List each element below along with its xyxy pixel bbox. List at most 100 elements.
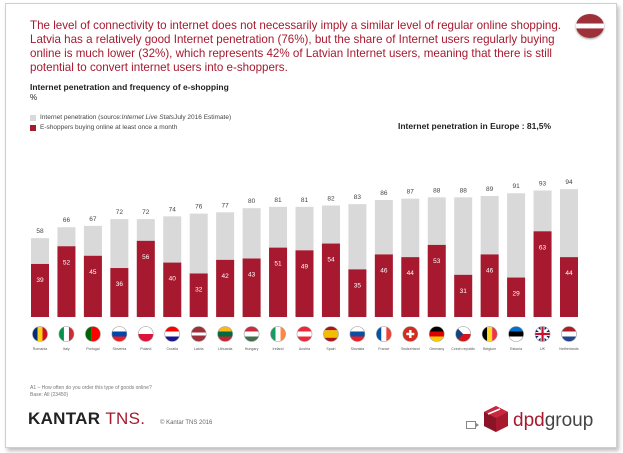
label-penetration: 91 — [512, 183, 520, 190]
legend-swatch-penetration — [30, 114, 36, 121]
category-label: Slovakia — [351, 347, 365, 351]
label-eshoppers: 56 — [142, 254, 150, 261]
label-eshoppers: 40 — [169, 276, 177, 283]
country-flag-icon — [217, 326, 233, 342]
country-flag-icon — [32, 326, 48, 342]
bar-eshoppers — [401, 257, 420, 317]
country-flag-icon — [111, 326, 128, 342]
label-penetration: 72 — [142, 209, 150, 216]
logo-kantar-text: KANTAR — [28, 409, 101, 428]
category-label: Netherlands — [559, 347, 579, 351]
category-label: Czech republic — [451, 347, 475, 351]
legend-label-penetration-prefix: Internet penetration (source: — [40, 114, 122, 121]
category-label: UK — [540, 347, 546, 351]
label-penetration: 66 — [63, 217, 71, 224]
country-flag-icon — [402, 326, 419, 342]
presentation-icon — [466, 421, 480, 433]
category-label: Lithuania — [218, 347, 233, 351]
bar-eshoppers — [83, 255, 102, 317]
dpd-group-logo: dpdgroup — [513, 410, 593, 432]
label-eshoppers: 44 — [407, 270, 415, 277]
bar-eshoppers — [269, 247, 288, 317]
label-penetration: 81 — [301, 197, 309, 204]
bar-eshoppers — [57, 246, 76, 317]
label-eshoppers: 31 — [460, 288, 468, 295]
country-flag-icon — [455, 326, 472, 342]
country-flag-icon — [508, 326, 524, 342]
label-penetration: 94 — [565, 179, 573, 186]
label-eshoppers: 51 — [274, 261, 282, 268]
label-eshoppers: 63 — [539, 244, 547, 251]
category-label: Italy — [63, 347, 70, 351]
label-eshoppers: 36 — [116, 281, 124, 288]
country-flag-icon — [270, 326, 286, 342]
category-label: Poland — [140, 347, 151, 351]
bar-eshoppers — [189, 273, 208, 317]
bar-eshoppers — [110, 268, 129, 317]
country-flag-icon — [190, 326, 207, 342]
category-label: Ireland — [273, 347, 284, 351]
label-eshoppers: 29 — [512, 291, 520, 298]
label-eshoppers: 39 — [36, 277, 44, 284]
country-flag-icon — [561, 326, 577, 342]
label-penetration: 88 — [460, 187, 468, 194]
country-flag-icon — [58, 326, 75, 342]
label-penetration: 74 — [169, 206, 177, 213]
bar-eshoppers — [31, 263, 49, 317]
label-eshoppers: 54 — [327, 257, 335, 264]
label-penetration: 58 — [36, 228, 44, 235]
category-label: Hungary — [245, 347, 259, 351]
category-label: Latvia — [194, 347, 204, 351]
kantar-tns-logo: KANTAR TNS. — [28, 409, 145, 429]
logo-tns-mark: . — [140, 409, 146, 428]
label-eshoppers: 43 — [248, 272, 256, 279]
label-penetration: 81 — [274, 197, 282, 204]
logo-tns-text: TNS — [105, 409, 141, 428]
label-eshoppers: 44 — [565, 270, 573, 277]
label-penetration: 83 — [354, 194, 362, 201]
label-penetration: 76 — [195, 204, 203, 211]
bar-eshoppers — [374, 254, 393, 317]
country-flag-icon — [376, 326, 392, 342]
country-flag-icon — [428, 326, 445, 342]
label-eshoppers: 45 — [89, 269, 97, 276]
footnote-base: Base: All (23450) — [30, 392, 69, 398]
category-label: France — [378, 347, 389, 351]
category-label: Portugal — [86, 347, 100, 351]
europe-penetration-note: Internet penetration in Europe : 81,5% — [398, 121, 552, 131]
label-penetration: 93 — [539, 181, 547, 188]
bar-eshoppers — [507, 277, 526, 317]
legend-label-penetration-source: Internet Live Stats — [121, 114, 175, 121]
label-penetration: 80 — [248, 198, 256, 205]
bar-eshoppers — [321, 243, 340, 317]
category-label: Romania — [33, 347, 47, 351]
label-penetration: 86 — [380, 190, 388, 197]
label-eshoppers: 53 — [433, 258, 441, 265]
bar-eshoppers — [560, 257, 578, 317]
bar-eshoppers — [136, 240, 155, 317]
label-eshoppers: 46 — [486, 267, 494, 274]
label-eshoppers: 46 — [380, 267, 388, 274]
bar-eshoppers — [348, 269, 367, 317]
label-eshoppers: 42 — [222, 273, 230, 280]
label-penetration: 77 — [222, 202, 230, 209]
logo-group-text: group — [544, 410, 594, 431]
category-label: Austria — [299, 347, 310, 351]
bar-eshoppers — [454, 274, 473, 317]
country-flag-icon — [349, 326, 366, 342]
label-penetration: 89 — [486, 186, 494, 193]
label-penetration: 72 — [116, 209, 124, 216]
dpd-cube-icon — [483, 405, 509, 433]
legend-swatch-eshoppers — [30, 124, 36, 131]
footnote-question: A1 – How often do you order this type of… — [30, 385, 152, 391]
label-eshoppers: 52 — [63, 259, 71, 266]
legend-item-eshoppers: E-shoppers buying online at least once a… — [30, 124, 177, 131]
bar-eshoppers — [163, 262, 182, 317]
chart-unit: % — [30, 93, 38, 102]
category-label: Germany — [429, 347, 444, 351]
label-penetration: 67 — [89, 216, 97, 223]
chart-title: Internet penetration and frequency of e-… — [30, 82, 229, 92]
label-eshoppers: 35 — [354, 282, 362, 289]
country-flag-icon — [296, 326, 313, 342]
legend-label-penetration-suffix: July 2016 Estimate) — [174, 114, 232, 121]
